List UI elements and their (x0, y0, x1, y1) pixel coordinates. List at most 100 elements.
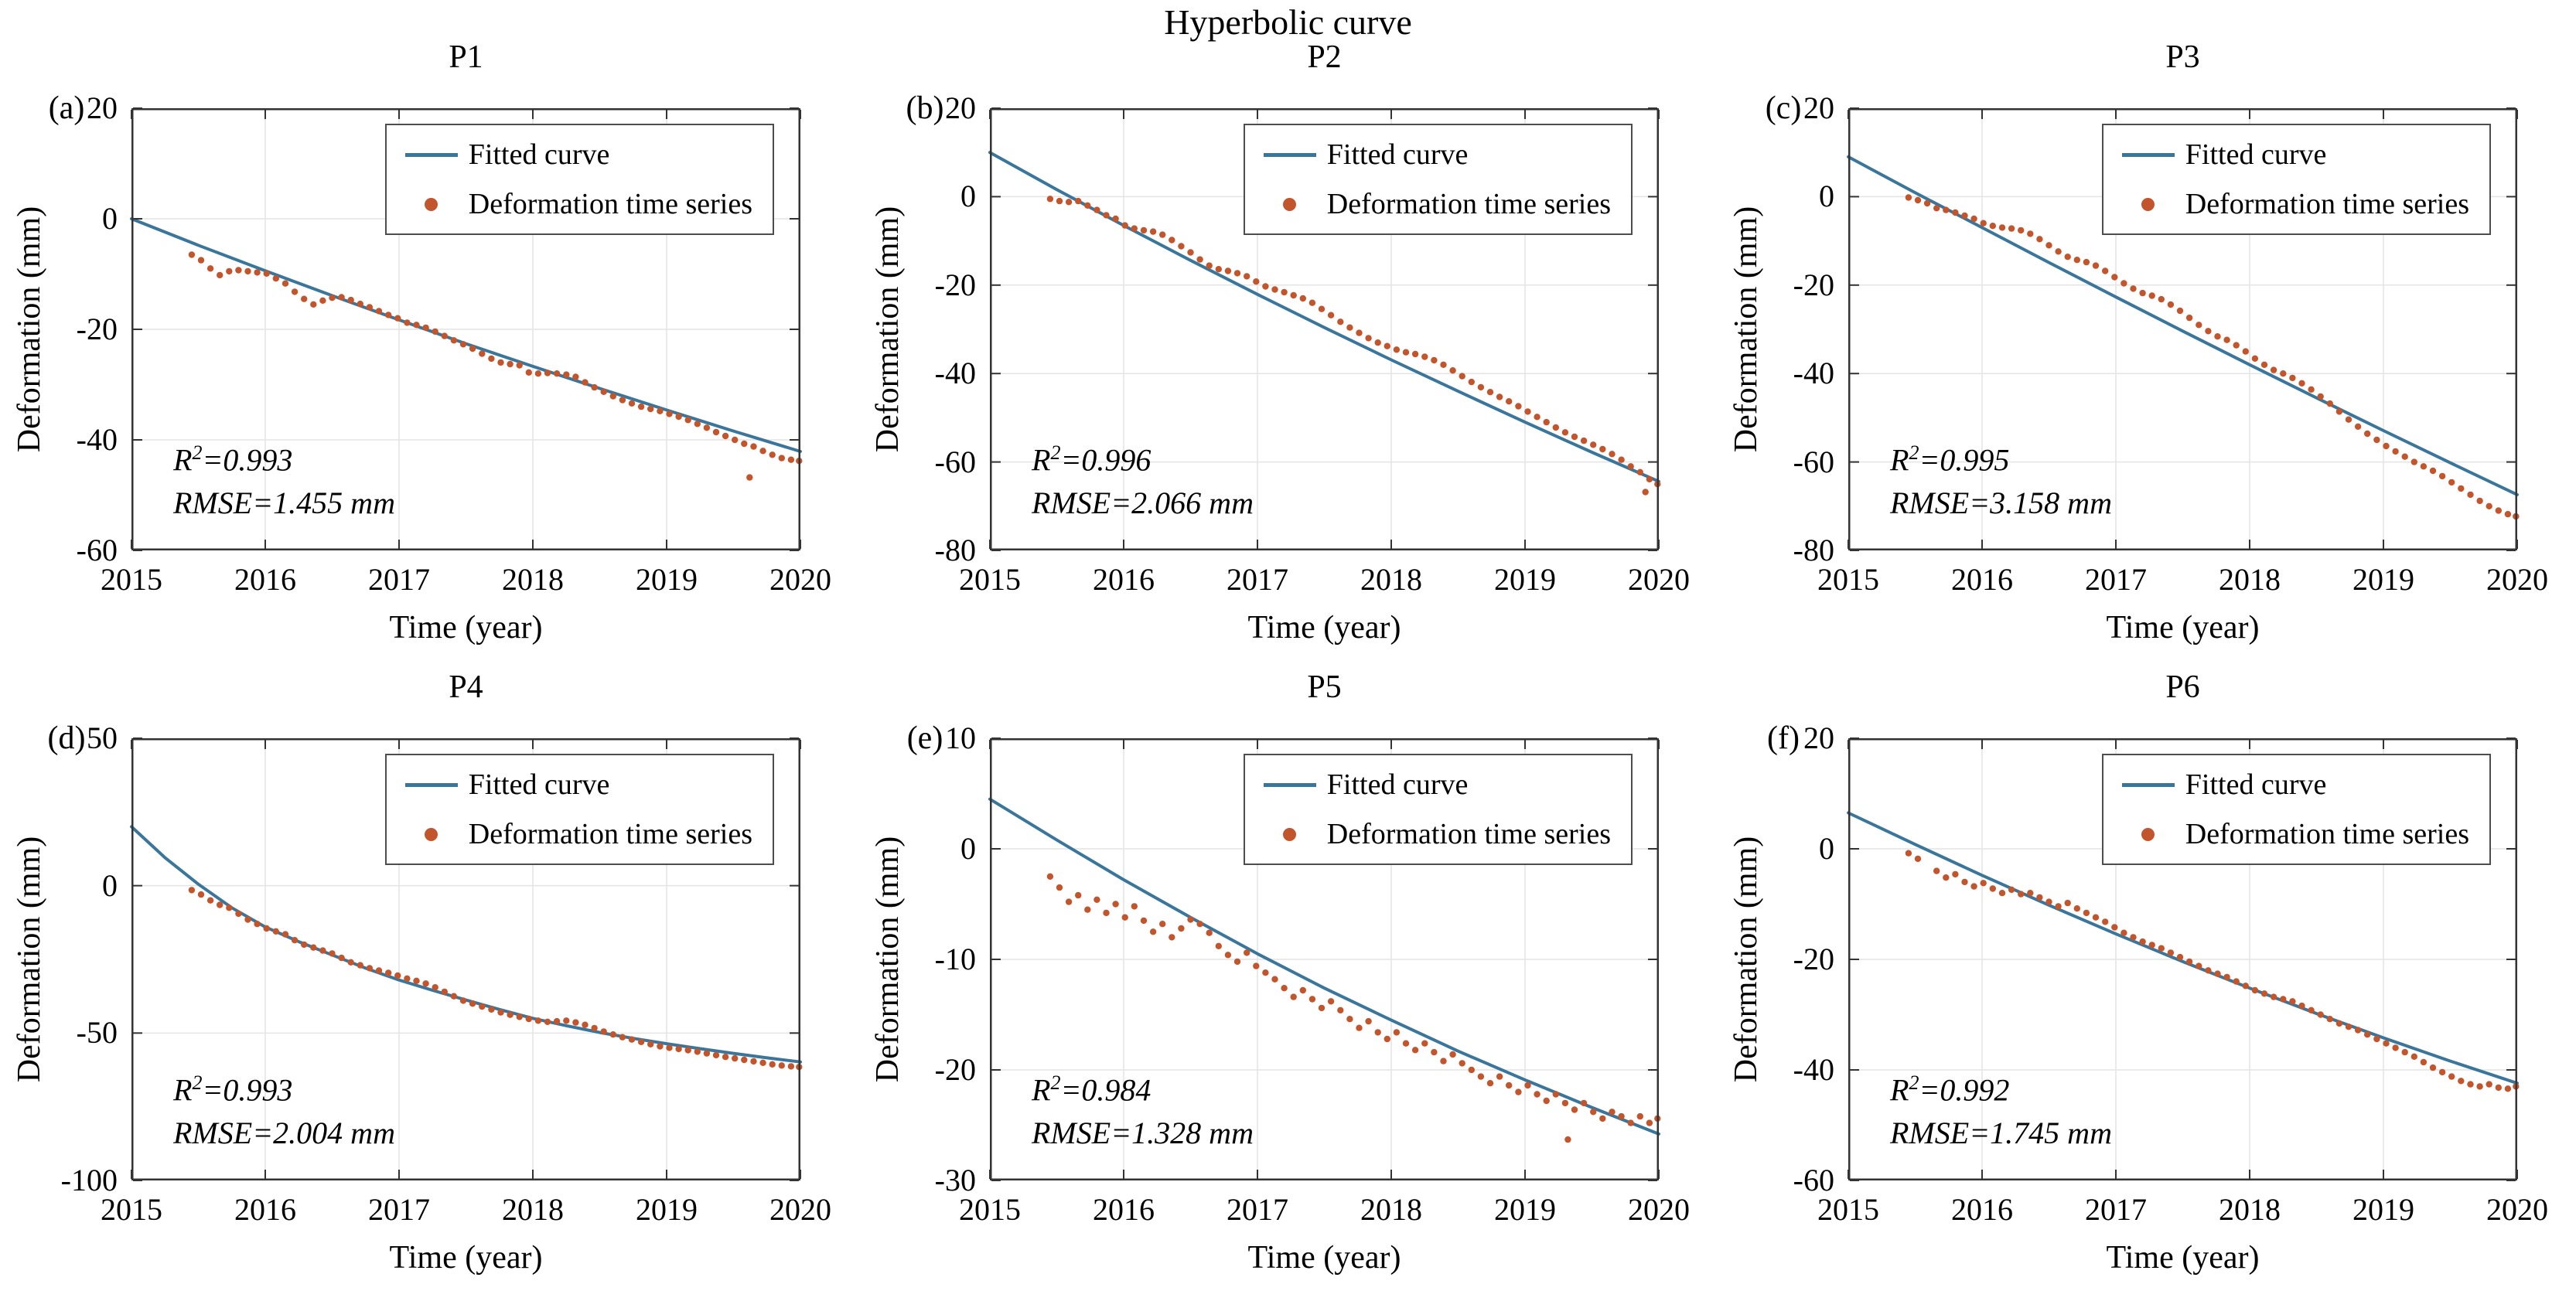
subplot-p1: (a) P1 Deformation (mm) 20 0 -20 -40 -60 2015 201… (0, 0, 858, 646)
dot-swatch (2141, 197, 2155, 211)
r2-value: R2=0.995 (1890, 441, 2010, 478)
x-tick-label: 2018 (502, 562, 564, 597)
legend-entry-deformation-series: Deformation time series (1253, 817, 1611, 851)
legend-label: Fitted curve (468, 768, 610, 801)
scatter-legend-dot-icon (394, 827, 469, 841)
x-tick-label: 2017 (2085, 1192, 2147, 1227)
panel-letter: (b) (906, 90, 944, 126)
scatter-legend-dot-icon (394, 197, 469, 211)
rmse-value: RMSE=2.066 mm (1032, 485, 1254, 521)
y-tick-label: 50 (87, 720, 118, 755)
subplot-p2: (b) P2 Deformation (mm) 20 0 -20 -40 -60 -80 2015… (858, 0, 1717, 646)
rmse-value: RMSE=3.158 mm (1890, 485, 2112, 521)
y-tick-label: 20 (1803, 90, 1834, 125)
line-swatch (1263, 782, 1316, 787)
subplot-p5: (e) P5 Deformation (mm) 10 0 -10 -20 -30 2015 201… (858, 646, 1717, 1291)
x-tick-label: 2015 (101, 1192, 162, 1227)
stats-annotation: R2=0.993 RMSE=2.004 mm (173, 1061, 395, 1155)
r2-value: R2=0.984 (1032, 1071, 1152, 1108)
legend-label: Deformation time series (468, 188, 752, 220)
deformation-scatter (1905, 194, 2520, 520)
y-tick-label: 20 (945, 90, 976, 125)
dot-swatch (425, 197, 438, 211)
dot-swatch (2141, 827, 2155, 841)
legend: Fitted curve Deformation time series (2101, 754, 2491, 865)
x-tick-label: 2020 (1628, 1192, 1690, 1227)
x-axis-label: Time (year) (1247, 610, 1401, 646)
panel-letter: (a) (48, 90, 85, 126)
dot-swatch (425, 827, 438, 841)
subplot-title: P5 (1307, 669, 1342, 705)
legend-label: Deformation time series (1326, 818, 1611, 850)
figure-title: Hyperbolic curve (1164, 2, 1412, 42)
y-tick-label: -60 (934, 444, 976, 479)
dot-swatch (1283, 197, 1297, 211)
y-tick-label: 0 (960, 179, 976, 214)
x-tick-label: 2019 (636, 1192, 698, 1227)
subplot-p4: (d) P4 Deformation (mm) 50 0 -50 -100 2015 2016 2… (0, 646, 858, 1291)
y-tick-label: -20 (1793, 267, 1834, 302)
scatter-legend-dot-icon (2111, 197, 2185, 211)
axis-ticks (989, 107, 1660, 551)
fitted-curve (130, 217, 802, 453)
x-tick-label: 2017 (2085, 562, 2147, 597)
legend-entry-fitted-curve: Fitted curve (1253, 138, 1611, 172)
legend-entry-deformation-series: Deformation time series (1253, 187, 1611, 221)
legend: Fitted curve Deformation time series (384, 754, 774, 865)
deformation-scatter (1046, 196, 1661, 496)
line-swatch (2121, 152, 2175, 157)
legend-label: Fitted curve (468, 138, 610, 171)
panel-letter: (c) (1765, 90, 1802, 126)
x-tick-label: 2019 (2353, 562, 2414, 597)
y-tick-label: -20 (934, 267, 976, 302)
r2-value: R2=0.996 (1032, 441, 1152, 478)
y-tick-label: -30 (934, 1163, 976, 1197)
fitted-curve-legend-line-icon (1253, 782, 1327, 787)
legend-entry-fitted-curve: Fitted curve (1253, 768, 1611, 802)
x-tick-label: 2018 (1360, 562, 1422, 597)
axis-ticks (131, 737, 801, 1181)
x-tick-label: 2017 (1227, 1192, 1288, 1227)
y-axis-label: Deformation (mm) (1728, 206, 1764, 453)
y-tick-label: 0 (102, 201, 118, 236)
legend-entry-deformation-series: Deformation time series (394, 817, 752, 851)
x-tick-label: 2020 (2486, 1192, 2548, 1227)
x-tick-label: 2019 (1494, 1192, 1556, 1227)
legend-label: Fitted curve (2185, 138, 2327, 171)
fitted-curve (1847, 155, 2519, 496)
fitted-curve-legend-line-icon (1253, 152, 1327, 157)
y-tick-label: -10 (934, 942, 976, 976)
stats-annotation: R2=0.995 RMSE=3.158 mm (1890, 431, 2112, 525)
panel-letter: (f) (1767, 720, 1800, 756)
line-swatch (404, 152, 458, 157)
axis-ticks (989, 737, 1660, 1181)
legend-label: Fitted curve (1326, 768, 1469, 801)
legend-label: Fitted curve (1326, 138, 1469, 171)
fitted-curve (988, 151, 1660, 483)
y-tick-label: -40 (1793, 1052, 1834, 1087)
legend-entry-fitted-curve: Fitted curve (394, 138, 752, 172)
x-tick-label: 2016 (1093, 1192, 1155, 1227)
subplot-title: P1 (449, 39, 483, 75)
x-tick-label: 2018 (1360, 1192, 1422, 1227)
rmse-value: RMSE=1.328 mm (1032, 1116, 1254, 1151)
y-tick-label: -40 (76, 422, 118, 457)
legend-entry-fitted-curve: Fitted curve (2111, 768, 2469, 802)
r2-value: R2=0.993 (173, 1071, 293, 1108)
scatter-legend-dot-icon (2111, 827, 2185, 841)
subplot-title: P3 (2165, 39, 2200, 75)
x-tick-label: 2017 (368, 562, 430, 597)
subplot-title: P6 (2165, 669, 2200, 705)
x-tick-label: 2020 (769, 562, 831, 597)
r2-value: R2=0.992 (1890, 1071, 2010, 1108)
scatter-legend-dot-icon (1253, 197, 1327, 211)
x-tick-label: 2017 (368, 1192, 430, 1227)
x-tick-label: 2019 (1494, 562, 1556, 597)
x-axis-label: Time (year) (1247, 1240, 1401, 1276)
line-swatch (404, 782, 458, 787)
y-tick-label: -80 (1793, 533, 1834, 567)
fitted-curve (1847, 811, 2519, 1085)
legend-entry-deformation-series: Deformation time series (2111, 817, 2469, 851)
plot-area (988, 737, 1661, 1181)
x-tick-label: 2020 (1628, 562, 1690, 597)
